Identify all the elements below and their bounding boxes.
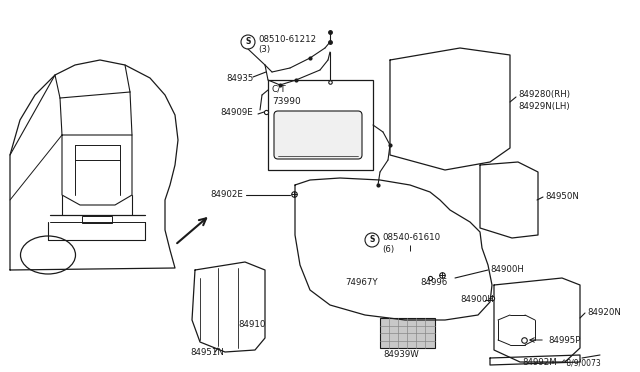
Text: 08540-61610: 08540-61610 — [382, 233, 440, 242]
Text: 84900H: 84900H — [460, 295, 494, 304]
Text: 74967Y: 74967Y — [345, 278, 378, 287]
Text: 84995P: 84995P — [548, 336, 580, 345]
Text: 84910: 84910 — [238, 320, 266, 329]
Text: 84939W: 84939W — [383, 350, 419, 359]
Text: 84920N: 84920N — [587, 308, 621, 317]
Text: (3): (3) — [258, 45, 270, 54]
Text: 08510-61212: 08510-61212 — [258, 35, 316, 44]
Bar — [380, 318, 435, 348]
Text: 73990: 73990 — [272, 97, 301, 106]
Text: S: S — [369, 235, 374, 244]
Bar — [82, 216, 112, 223]
Text: 84935: 84935 — [226, 74, 253, 83]
Text: 84900H: 84900H — [490, 265, 524, 274]
Text: ^8/9/0073: ^8/9/0073 — [560, 358, 601, 367]
Text: S: S — [245, 38, 251, 46]
Text: 84951N: 84951N — [190, 348, 224, 357]
Text: 84902E: 84902E — [210, 190, 243, 199]
Text: 84909E: 84909E — [220, 108, 253, 117]
Text: 84950N: 84950N — [545, 192, 579, 201]
Text: 84992M: 84992M — [523, 358, 557, 367]
Text: 84996: 84996 — [420, 278, 447, 287]
Text: (6): (6) — [382, 245, 394, 254]
Text: 84929N(LH): 84929N(LH) — [518, 102, 570, 111]
FancyBboxPatch shape — [274, 111, 362, 159]
Text: 849280(RH): 849280(RH) — [518, 90, 570, 99]
Text: C/T: C/T — [272, 84, 287, 93]
Bar — [268, 80, 373, 170]
